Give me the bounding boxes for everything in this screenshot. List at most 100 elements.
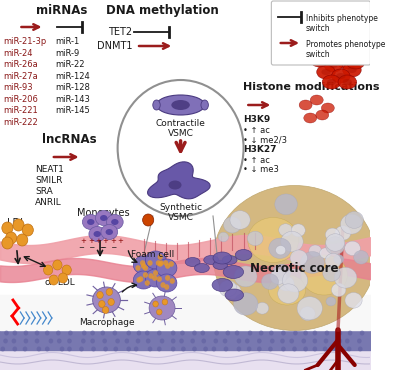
Ellipse shape — [321, 69, 331, 75]
Circle shape — [90, 330, 95, 336]
Text: +: + — [95, 238, 101, 244]
Ellipse shape — [234, 266, 257, 287]
Circle shape — [143, 214, 154, 226]
Text: Contractile
VSMC: Contractile VSMC — [156, 119, 206, 138]
Circle shape — [0, 346, 5, 351]
Ellipse shape — [212, 279, 232, 292]
Text: Thrombus: Thrombus — [314, 30, 362, 40]
Ellipse shape — [329, 62, 338, 68]
Circle shape — [214, 330, 219, 336]
Ellipse shape — [321, 103, 334, 113]
Circle shape — [357, 339, 362, 343]
Circle shape — [148, 273, 154, 279]
Circle shape — [248, 330, 252, 336]
Circle shape — [257, 339, 262, 343]
Ellipse shape — [299, 100, 312, 110]
Circle shape — [138, 276, 143, 282]
Text: ox-LDL: ox-LDL — [45, 278, 76, 287]
Circle shape — [347, 346, 352, 351]
Ellipse shape — [345, 212, 364, 228]
Ellipse shape — [320, 248, 331, 259]
Circle shape — [190, 339, 195, 343]
Text: Monocytes: Monocytes — [78, 208, 130, 218]
Circle shape — [152, 275, 157, 281]
Ellipse shape — [276, 246, 286, 255]
Ellipse shape — [168, 181, 182, 189]
Circle shape — [114, 346, 118, 351]
Ellipse shape — [153, 100, 160, 110]
Text: Necrotic core: Necrotic core — [250, 262, 339, 275]
Ellipse shape — [348, 49, 358, 55]
Circle shape — [259, 330, 264, 336]
Circle shape — [324, 339, 328, 343]
Text: miR-124: miR-124 — [56, 71, 90, 81]
Ellipse shape — [272, 264, 290, 281]
Circle shape — [45, 330, 50, 336]
Ellipse shape — [133, 256, 154, 274]
Circle shape — [145, 280, 150, 286]
Ellipse shape — [344, 45, 362, 59]
Text: +: + — [103, 238, 108, 244]
Ellipse shape — [248, 218, 299, 262]
Ellipse shape — [235, 249, 252, 260]
Ellipse shape — [278, 276, 294, 291]
Circle shape — [358, 346, 362, 351]
Ellipse shape — [316, 110, 329, 120]
Ellipse shape — [300, 252, 324, 273]
Circle shape — [49, 275, 58, 285]
Circle shape — [146, 339, 150, 343]
Ellipse shape — [338, 75, 356, 89]
Ellipse shape — [354, 250, 368, 264]
Circle shape — [162, 299, 168, 305]
Circle shape — [200, 330, 205, 336]
Ellipse shape — [279, 224, 292, 236]
Circle shape — [237, 346, 241, 351]
Circle shape — [103, 346, 108, 351]
Ellipse shape — [345, 292, 362, 308]
Text: miRNAs: miRNAs — [36, 4, 88, 17]
Text: miR-9: miR-9 — [56, 48, 80, 57]
Circle shape — [35, 330, 39, 336]
Text: miR-143: miR-143 — [56, 94, 90, 104]
Ellipse shape — [262, 274, 278, 289]
Text: DNMT1: DNMT1 — [97, 41, 132, 51]
Ellipse shape — [87, 219, 94, 225]
Circle shape — [214, 339, 218, 343]
Circle shape — [12, 346, 17, 351]
Circle shape — [141, 263, 146, 269]
Ellipse shape — [300, 307, 315, 320]
Circle shape — [302, 339, 306, 343]
Ellipse shape — [309, 245, 322, 257]
Circle shape — [158, 260, 164, 266]
Circle shape — [2, 222, 13, 234]
Ellipse shape — [336, 43, 346, 49]
Circle shape — [148, 346, 152, 351]
Ellipse shape — [213, 252, 232, 264]
Text: miR-222: miR-222 — [3, 118, 38, 127]
Text: • ↓ me3: • ↓ me3 — [243, 165, 278, 174]
Circle shape — [82, 330, 86, 336]
Circle shape — [165, 263, 170, 269]
Circle shape — [268, 346, 273, 351]
Ellipse shape — [310, 53, 329, 67]
Circle shape — [45, 346, 50, 351]
Circle shape — [160, 339, 164, 343]
Ellipse shape — [325, 253, 341, 268]
Text: Promotes phenotype
switch: Promotes phenotype switch — [306, 40, 385, 60]
Ellipse shape — [275, 194, 297, 215]
Circle shape — [12, 339, 16, 343]
Ellipse shape — [94, 231, 101, 237]
Ellipse shape — [269, 238, 291, 258]
Circle shape — [303, 346, 308, 351]
Text: +: + — [110, 238, 116, 244]
Circle shape — [245, 339, 250, 343]
Ellipse shape — [332, 39, 350, 53]
Ellipse shape — [324, 49, 334, 55]
Circle shape — [23, 346, 27, 351]
Circle shape — [13, 219, 24, 231]
Circle shape — [24, 330, 28, 336]
Circle shape — [270, 339, 274, 343]
Circle shape — [345, 339, 350, 343]
Ellipse shape — [332, 69, 350, 83]
Text: +: + — [80, 238, 86, 244]
